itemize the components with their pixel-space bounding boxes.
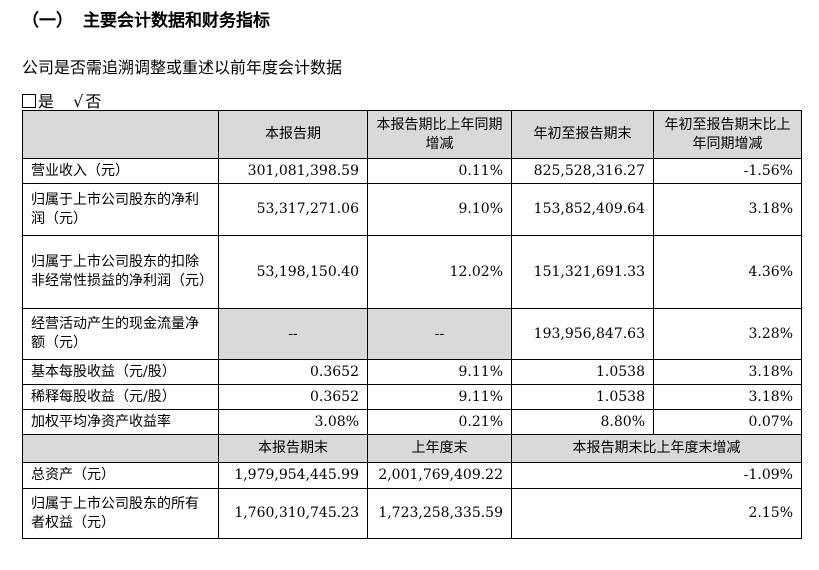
- cell-value: 301,081,398.59: [218, 158, 368, 184]
- cell-value: 3.18%: [653, 183, 802, 236]
- table-row: 加权平均净资产收益率 3.08% 0.21% 8.80% 0.07%: [22, 409, 802, 435]
- cell-value: -1.09%: [511, 462, 802, 489]
- yes-label: 是: [38, 92, 55, 111]
- table-header-row: 本报告期 本报告期比上年同期增减 年初至报告期末 年初至报告期末比上年同期增减: [22, 110, 802, 159]
- cell-value: 3.18%: [653, 359, 802, 385]
- cell-value: 0.3652: [218, 384, 368, 410]
- cell-value: 0.07%: [653, 409, 802, 435]
- cell-value: 1.0538: [511, 359, 654, 385]
- cell-value: 12.02%: [367, 235, 512, 309]
- header-cell: 年初至报告期末比上年同期增减: [653, 110, 802, 159]
- header-cell: [22, 434, 219, 463]
- restatement-question: 公司是否需追溯调整或重述以前年度会计数据: [22, 58, 343, 77]
- row-label: 归属于上市公司股东的扣除非经常性损益的净利润（元）: [22, 235, 219, 309]
- header-cell: [22, 110, 219, 159]
- cell-value: 1,723,258,335.59: [367, 488, 512, 539]
- cell-value: 825,528,316.27: [511, 158, 654, 184]
- row-label: 归属于上市公司股东的所有者权益（元）: [22, 488, 219, 539]
- table-row: 归属于上市公司股东的所有者权益（元） 1,760,310,745.23 1,72…: [22, 488, 802, 539]
- header-cell: 本报告期: [218, 110, 368, 159]
- check-mark-icon: √: [73, 92, 84, 111]
- table-row: 总资产（元） 1,979,954,445.99 2,001,769,409.22…: [22, 462, 802, 489]
- restatement-choices: 是 √ 否: [22, 88, 101, 112]
- cell-value: 0.3652: [218, 359, 368, 385]
- cell-value: 53,317,271.06: [218, 183, 368, 236]
- table-row: 稀释每股收益（元/股） 0.3652 9.11% 1.0538 3.18%: [22, 384, 802, 410]
- cell-value: 1,760,310,745.23: [218, 488, 368, 539]
- cell-value: 9.11%: [367, 384, 512, 410]
- row-label: 加权平均净资产收益率: [22, 409, 219, 435]
- cell-value: --: [367, 308, 512, 360]
- table-row: 归属于上市公司股东的扣除非经常性损益的净利润（元） 53,198,150.40 …: [22, 235, 802, 309]
- cell-value: 193,956,847.63: [511, 308, 654, 360]
- header-cell: 本报告期末比上年度末增减: [511, 434, 802, 463]
- section-number: （一）: [22, 11, 73, 31]
- row-label: 总资产（元）: [22, 462, 219, 489]
- table-row: 归属于上市公司股东的净利润（元） 53,317,271.06 9.10% 153…: [22, 183, 802, 236]
- row-label: 基本每股收益（元/股）: [22, 359, 219, 385]
- section-heading: （一） 主要会计数据和财务指标: [22, 6, 270, 31]
- table-row: 基本每股收益（元/股） 0.3652 9.11% 1.0538 3.18%: [22, 359, 802, 385]
- cell-value: 153,852,409.64: [511, 183, 654, 236]
- header-cell: 本报告期末: [218, 434, 368, 463]
- cell-value: 1,979,954,445.99: [218, 462, 368, 489]
- cell-value: 0.21%: [367, 409, 512, 435]
- table-row: 营业收入（元） 301,081,398.59 0.11% 825,528,316…: [22, 158, 802, 184]
- cell-value: 4.36%: [653, 235, 802, 309]
- row-label: 经营活动产生的现金流量净额（元）: [22, 308, 219, 360]
- cell-value: 151,321,691.33: [511, 235, 654, 309]
- cell-value: 2.15%: [511, 488, 802, 539]
- header-cell: 本报告期比上年同期增减: [367, 110, 512, 159]
- yes-checkbox[interactable]: [22, 94, 36, 108]
- header-cell: 上年度末: [367, 434, 512, 463]
- cell-value: 9.11%: [367, 359, 512, 385]
- cell-value: --: [218, 308, 368, 360]
- table-header-row: 本报告期末 上年度末 本报告期末比上年度末增减: [22, 434, 802, 463]
- cell-value: 53,198,150.40: [218, 235, 368, 309]
- cell-value: 1.0538: [511, 384, 654, 410]
- cell-value: 0.11%: [367, 158, 512, 184]
- cell-value: 8.80%: [511, 409, 654, 435]
- cell-value: -1.56%: [653, 158, 802, 184]
- no-label: 否: [85, 92, 102, 111]
- financial-indicators-table: 本报告期 本报告期比上年同期增减 年初至报告期末 年初至报告期末比上年同期增减 …: [22, 110, 802, 539]
- header-cell: 年初至报告期末: [511, 110, 654, 159]
- table-row: 经营活动产生的现金流量净额（元） -- -- 193,956,847.63 3.…: [22, 308, 802, 360]
- cell-value: 2,001,769,409.22: [367, 462, 512, 489]
- row-label: 营业收入（元）: [22, 158, 219, 184]
- cell-value: 3.28%: [653, 308, 802, 360]
- row-label: 归属于上市公司股东的净利润（元）: [22, 183, 219, 236]
- section-title: 主要会计数据和财务指标: [83, 11, 270, 31]
- cell-value: 9.10%: [367, 183, 512, 236]
- cell-value: 3.18%: [653, 384, 802, 410]
- row-label: 稀释每股收益（元/股）: [22, 384, 219, 410]
- cell-value: 3.08%: [218, 409, 368, 435]
